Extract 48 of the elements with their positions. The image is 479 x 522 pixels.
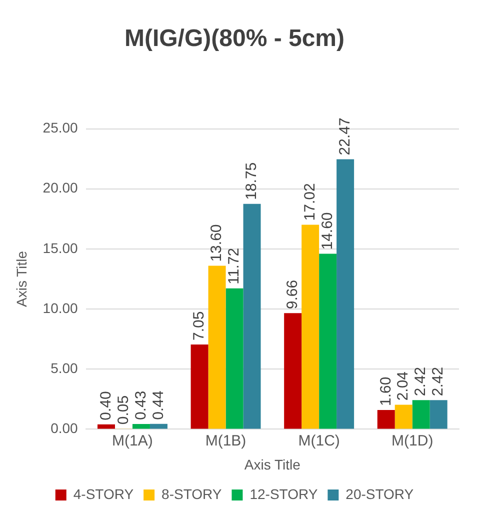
data-label: 9.66 — [284, 280, 301, 310]
bar — [319, 254, 337, 429]
data-label: 2.04 — [394, 371, 412, 401]
legend-label: 20-STORY — [346, 486, 414, 502]
bar — [226, 288, 244, 429]
x-tick-label: M(1D) — [392, 432, 434, 450]
y-tick-label: 25.00 — [42, 120, 78, 136]
bar — [336, 159, 354, 429]
bar — [150, 424, 168, 429]
y-axis-title: Axis Title — [13, 250, 30, 308]
x-tick-label: M(1C) — [298, 432, 340, 450]
y-tick-label: 10.00 — [42, 300, 78, 316]
data-label: 14.60 — [318, 212, 336, 250]
bar — [284, 313, 302, 429]
bar — [243, 204, 261, 429]
legend-label: 4-STORY — [73, 486, 134, 502]
x-tick-label: M(1B) — [205, 432, 246, 450]
legend-label: 8-STORY — [162, 486, 222, 502]
data-label: 1.60 — [377, 376, 394, 406]
data-label: 18.75 — [243, 162, 260, 200]
bar — [412, 400, 430, 429]
data-label: 17.02 — [301, 183, 318, 221]
bar — [394, 404, 412, 429]
data-label: 0.05 — [114, 395, 132, 425]
x-axis-title: Axis Title — [244, 456, 301, 472]
data-label: 2.42 — [412, 366, 430, 396]
bar — [430, 400, 448, 429]
y-tick-label: 20.00 — [42, 180, 78, 196]
data-label: 0.40 — [97, 391, 114, 420]
bar — [208, 266, 226, 429]
y-tick-label: 5.00 — [50, 360, 78, 376]
data-label: 13.60 — [208, 224, 226, 262]
data-label: 0.44 — [150, 390, 167, 420]
data-label: 11.72 — [226, 248, 243, 284]
data-label: 7.05 — [190, 311, 208, 340]
x-tick-label: M(1A) — [112, 432, 153, 450]
y-tick-label: 15.00 — [42, 240, 78, 256]
bar — [377, 410, 395, 429]
bar — [132, 424, 150, 429]
chart-title: M(IG/G)(80% - 5cm) — [124, 25, 345, 52]
legend-label: 12-STORY — [250, 486, 318, 502]
data-label: 22.47 — [336, 118, 354, 156]
bar — [302, 224, 320, 429]
data-label: 0.43 — [132, 390, 150, 420]
bar — [97, 424, 115, 429]
y-tick-label: 0.00 — [50, 420, 78, 436]
bar — [190, 344, 208, 429]
data-label: 2.42 — [430, 366, 447, 396]
